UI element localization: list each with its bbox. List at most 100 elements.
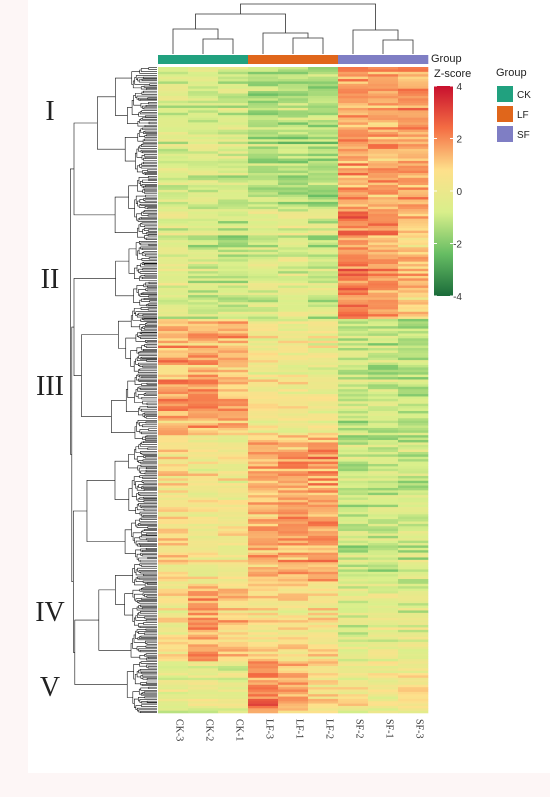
heatmap-cell bbox=[398, 201, 429, 205]
heatmap-cell bbox=[248, 682, 279, 686]
heatmap-cell bbox=[338, 511, 369, 515]
heatmap-cell bbox=[278, 280, 309, 284]
heatmap-cell bbox=[158, 386, 189, 390]
heatmap-cell bbox=[368, 610, 399, 614]
heatmap-cell bbox=[308, 696, 339, 700]
heatmap-cell bbox=[248, 586, 279, 589]
heatmap-cell bbox=[218, 377, 249, 380]
heatmap-cell bbox=[248, 362, 279, 366]
heatmap-cell bbox=[158, 550, 189, 553]
heatmap-cell bbox=[218, 103, 249, 106]
heatmap-cell bbox=[218, 432, 249, 436]
heatmap-cell bbox=[338, 168, 369, 171]
heatmap-cell bbox=[398, 698, 429, 702]
heatmap-cell bbox=[308, 249, 339, 253]
heatmap-cell bbox=[368, 69, 399, 73]
heatmap-cell bbox=[248, 576, 279, 580]
heatmap-cell bbox=[368, 639, 399, 643]
heatmap-cell bbox=[278, 254, 309, 258]
heatmap-cell bbox=[218, 115, 249, 118]
heatmap-cell bbox=[308, 567, 339, 570]
heatmap-cell bbox=[218, 677, 249, 681]
heatmap-cell bbox=[398, 540, 429, 544]
heatmap-cell bbox=[368, 696, 399, 700]
heatmap-cell bbox=[188, 406, 219, 409]
heatmap-cell bbox=[338, 673, 369, 676]
heatmap-cell bbox=[278, 420, 309, 424]
heatmap-cell bbox=[368, 225, 399, 229]
heatmap-cell bbox=[188, 148, 219, 152]
heatmap-cell bbox=[218, 323, 249, 327]
heatmap-cell bbox=[308, 451, 339, 455]
heatmap-cell bbox=[398, 285, 429, 289]
heatmap-cell bbox=[218, 264, 249, 267]
heatmap-cell bbox=[338, 95, 369, 99]
heatmap-cell bbox=[368, 710, 399, 714]
heatmap-cell bbox=[368, 333, 399, 337]
heatmap-cell bbox=[218, 622, 249, 626]
heatmap-cell bbox=[188, 490, 219, 494]
heatmap-cell bbox=[278, 389, 309, 392]
heatmap-cell bbox=[368, 442, 399, 446]
heatmap-cell bbox=[248, 225, 279, 229]
heatmap-cell bbox=[368, 437, 399, 441]
heatmap-cell bbox=[218, 540, 249, 544]
heatmap-cell bbox=[248, 340, 279, 344]
heatmap-cell bbox=[278, 451, 309, 455]
heatmap-cell bbox=[278, 144, 309, 147]
heatmap-cell bbox=[278, 499, 309, 503]
heatmap-cell bbox=[308, 278, 339, 282]
heatmap-cell bbox=[278, 271, 309, 274]
heatmap-cell bbox=[188, 492, 219, 496]
heatmap-cell bbox=[398, 144, 429, 147]
heatmap-cell bbox=[338, 232, 369, 236]
heatmap-cell bbox=[308, 242, 339, 246]
heatmap-cell bbox=[248, 328, 279, 332]
heatmap-cell bbox=[338, 634, 369, 638]
heatmap-cell bbox=[218, 637, 249, 640]
heatmap-cell bbox=[398, 627, 429, 631]
heatmap-cell bbox=[158, 264, 189, 267]
heatmap-cell bbox=[368, 389, 399, 392]
heatmap-cell bbox=[308, 168, 339, 171]
heatmap-cell bbox=[158, 256, 189, 260]
heatmap-cell bbox=[338, 311, 369, 315]
heatmap-cell bbox=[278, 461, 309, 465]
heatmap-cell bbox=[188, 475, 219, 479]
heatmap-cell bbox=[248, 372, 279, 375]
heatmap-cell bbox=[248, 396, 279, 400]
heatmap-cell bbox=[398, 696, 429, 700]
heatmap-cell bbox=[398, 603, 429, 606]
heatmap-cell bbox=[248, 321, 279, 325]
heatmap-cell bbox=[248, 206, 279, 210]
heatmap-cell bbox=[338, 278, 369, 282]
heatmap-cell bbox=[158, 268, 189, 272]
heatmap-cell bbox=[338, 705, 369, 709]
heatmap-cell bbox=[278, 323, 309, 327]
heatmap-cell bbox=[308, 352, 339, 356]
heatmap-cell bbox=[248, 540, 279, 544]
heatmap-cell bbox=[248, 593, 279, 597]
heatmap-cell bbox=[338, 297, 369, 301]
heatmap-cell bbox=[188, 627, 219, 631]
heatmap-cell bbox=[158, 275, 189, 279]
heatmap-cell bbox=[158, 519, 189, 522]
heatmap-cell bbox=[308, 127, 339, 130]
heatmap-cell bbox=[248, 323, 279, 327]
heatmap-cell bbox=[338, 408, 369, 412]
heatmap-cell bbox=[188, 425, 219, 429]
heatmap-cell bbox=[188, 127, 219, 130]
heatmap-cell bbox=[248, 497, 279, 501]
heatmap-cell bbox=[218, 213, 249, 217]
heatmap-cell bbox=[368, 495, 399, 498]
heatmap-cell bbox=[278, 216, 309, 219]
heatmap-cell bbox=[188, 487, 219, 491]
heatmap-cell bbox=[278, 394, 309, 397]
heatmap-cell bbox=[278, 687, 309, 690]
heatmap-cell bbox=[158, 449, 189, 453]
heatmap-cell bbox=[248, 495, 279, 498]
column-label: CK-3 bbox=[174, 719, 185, 741]
heatmap-cell bbox=[308, 531, 339, 534]
heatmap-cell bbox=[248, 691, 279, 695]
heatmap-cell bbox=[338, 394, 369, 397]
